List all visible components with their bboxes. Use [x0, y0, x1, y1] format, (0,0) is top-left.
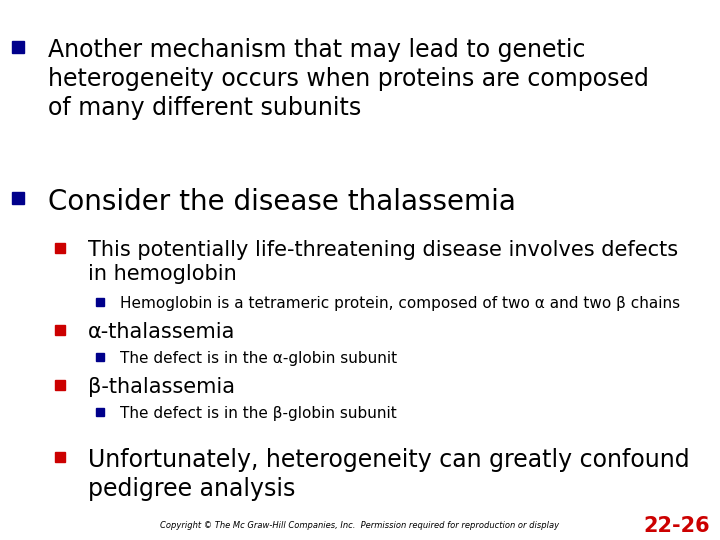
Text: Copyright © The Mc Graw-Hill Companies, Inc.  Permission required for reproducti: Copyright © The Mc Graw-Hill Companies, … — [161, 522, 559, 530]
Text: α-thalassemia: α-thalassemia — [88, 322, 235, 342]
Text: β-thalassemia: β-thalassemia — [88, 377, 235, 397]
Text: Unfortunately, heterogeneity can greatly confound
pedigree analysis: Unfortunately, heterogeneity can greatly… — [88, 448, 690, 501]
Text: The defect is in the α-globin subunit: The defect is in the α-globin subunit — [120, 351, 397, 366]
Text: This potentially life-threatening disease involves defects
in hemoglobin: This potentially life-threatening diseas… — [88, 240, 678, 284]
Text: Consider the disease thalassemia: Consider the disease thalassemia — [48, 188, 516, 216]
Text: The defect is in the β-globin subunit: The defect is in the β-globin subunit — [120, 406, 397, 421]
Text: Another mechanism that may lead to genetic
heterogeneity occurs when proteins ar: Another mechanism that may lead to genet… — [48, 38, 649, 119]
Text: Hemoglobin is a tetrameric protein, composed of two α and two β chains: Hemoglobin is a tetrameric protein, comp… — [120, 296, 680, 311]
Text: 22-26: 22-26 — [644, 516, 710, 536]
